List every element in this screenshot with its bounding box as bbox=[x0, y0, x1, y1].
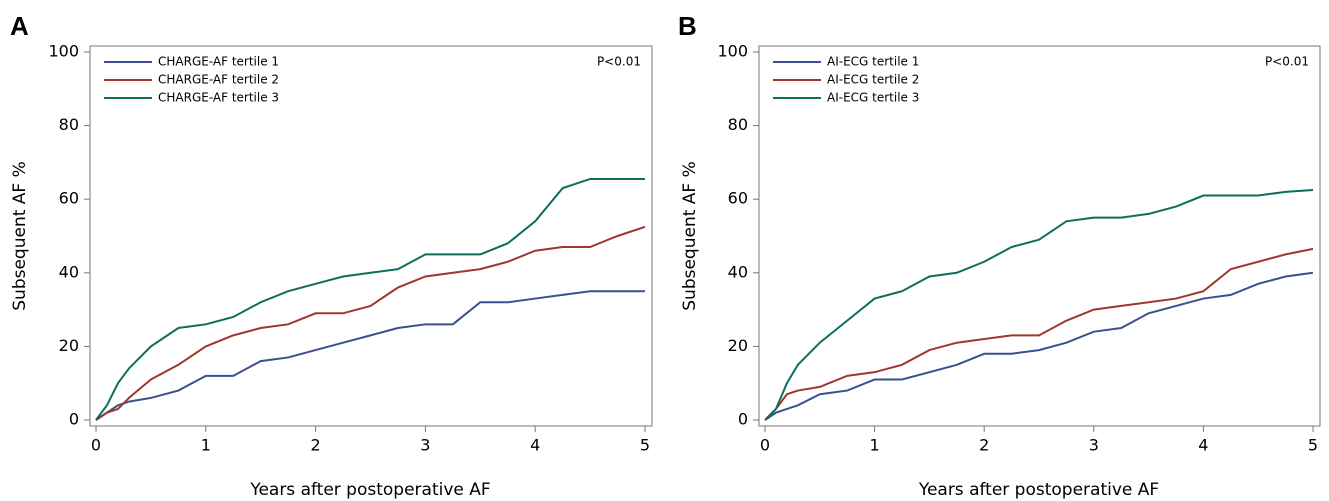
y-axis-label: Subsequent AF % bbox=[10, 161, 30, 311]
y-tick-label: 80 bbox=[728, 115, 748, 134]
legend-label: AI-ECG tertile 1 bbox=[827, 55, 919, 69]
y-tick-label: 40 bbox=[59, 262, 79, 281]
x-tick-label: 5 bbox=[1308, 436, 1318, 455]
legend-label: CHARGE-AF tertile 1 bbox=[158, 55, 279, 69]
x-tick-label: 3 bbox=[1089, 436, 1099, 455]
x-tick-label: 2 bbox=[311, 436, 321, 455]
y-axis-label: Subsequent AF % bbox=[680, 161, 700, 311]
y-tick-label: 20 bbox=[59, 336, 79, 355]
series-line bbox=[95, 290, 645, 421]
panel-label: B bbox=[678, 11, 697, 41]
annotation: P<0.01 bbox=[1265, 55, 1309, 69]
x-tick-label: 5 bbox=[640, 436, 650, 455]
y-tick-label: 40 bbox=[728, 262, 748, 281]
x-tick-label: 0 bbox=[91, 436, 101, 455]
series-line bbox=[764, 189, 1314, 421]
x-tick-label: 4 bbox=[530, 436, 540, 455]
y-tick-label: 20 bbox=[728, 336, 748, 355]
series-line bbox=[764, 271, 1314, 421]
x-tick-label: 1 bbox=[870, 436, 880, 455]
x-tick-label: 4 bbox=[1198, 436, 1208, 455]
panel-label: A bbox=[10, 11, 29, 41]
series-line bbox=[95, 225, 646, 421]
x-tick-label: 0 bbox=[760, 436, 770, 455]
x-tick-label: 1 bbox=[201, 436, 211, 455]
x-axis-label: Years after postoperative AF bbox=[249, 480, 490, 500]
legend-label: AI-ECG tertile 2 bbox=[827, 73, 919, 87]
y-tick-label: 60 bbox=[728, 189, 748, 208]
x-axis-label: Years after postoperative AF bbox=[918, 480, 1159, 500]
annotation: P<0.01 bbox=[597, 55, 641, 69]
y-tick-label: 60 bbox=[59, 189, 79, 208]
series-line bbox=[95, 177, 645, 421]
legend-label: CHARGE-AF tertile 2 bbox=[158, 73, 279, 87]
x-tick-label: 3 bbox=[420, 436, 430, 455]
legend-label: CHARGE-AF tertile 3 bbox=[158, 91, 279, 105]
series-line bbox=[764, 247, 1314, 421]
x-tick-label: 2 bbox=[979, 436, 989, 455]
y-tick-label: 100 bbox=[717, 42, 748, 61]
legend-label: AI-ECG tertile 3 bbox=[827, 91, 919, 105]
plot-frame bbox=[89, 45, 653, 427]
y-tick-label: 100 bbox=[48, 42, 79, 61]
y-tick-label: 0 bbox=[69, 410, 79, 429]
plot-frame bbox=[758, 45, 1321, 427]
y-tick-label: 0 bbox=[738, 410, 748, 429]
y-tick-label: 80 bbox=[59, 115, 79, 134]
